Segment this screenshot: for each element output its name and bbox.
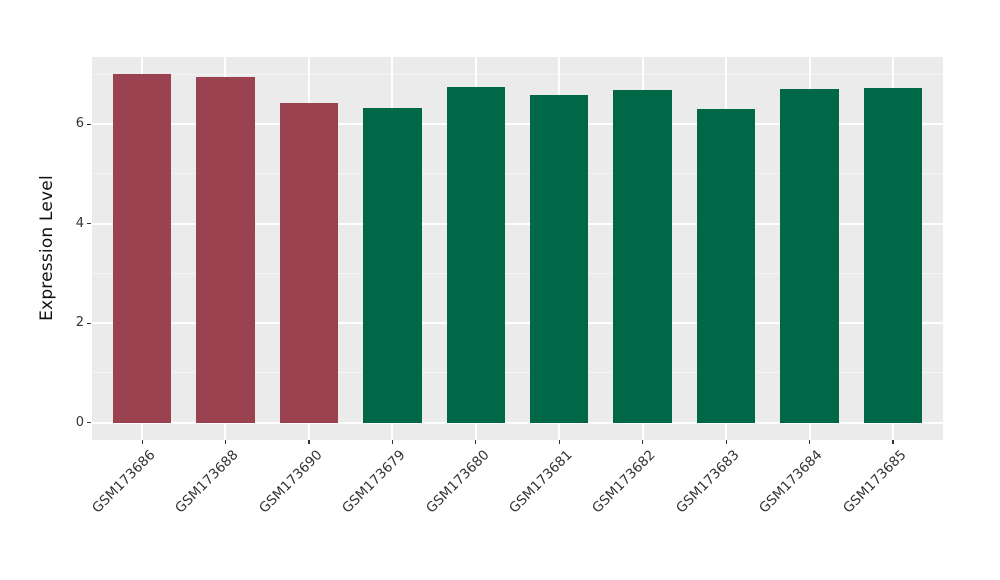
bar-GSM173686 <box>112 74 172 423</box>
grid-minor-line <box>92 73 943 75</box>
x-axis-tick <box>475 440 477 444</box>
bar-GSM173679 <box>363 108 422 423</box>
x-tick-label: GSM173683 <box>672 447 743 517</box>
bar-GSM173690 <box>279 103 339 423</box>
x-axis-tick <box>558 440 560 444</box>
x-tick-label: GSM173686 <box>88 447 159 517</box>
bar-GSM173684 <box>780 89 839 423</box>
grid-major-line <box>92 322 943 325</box>
bar-GSM173688 <box>196 76 255 423</box>
grid-minor-line <box>92 173 943 175</box>
x-tick-label: GSM173682 <box>589 447 659 517</box>
y-axis-tick <box>87 322 91 324</box>
plot-panel <box>92 57 943 440</box>
x-axis-tick <box>809 440 811 444</box>
grid-major-line <box>92 421 943 424</box>
y-tick-label: 0 <box>75 414 84 430</box>
x-tick-label: GSM173680 <box>422 447 493 517</box>
y-axis-tick <box>87 123 91 125</box>
y-tick-label: 6 <box>75 116 84 132</box>
x-tick-label: GSM173684 <box>756 447 826 517</box>
x-axis-tick <box>391 440 394 444</box>
x-axis-tick <box>892 440 894 444</box>
x-tick-label: GSM173681 <box>506 447 576 517</box>
x-tick-label: GSM173685 <box>839 447 910 517</box>
y-tick-label: 4 <box>75 215 84 231</box>
bar-GSM173683 <box>696 108 756 423</box>
x-axis-tick <box>224 440 227 444</box>
y-axis-tick <box>87 223 91 225</box>
y-axis-title: Expression Level <box>37 175 57 321</box>
bar-GSM173681 <box>530 95 589 423</box>
bar-GSM173685 <box>863 87 923 423</box>
x-axis-tick <box>141 440 143 444</box>
grid-minor-line <box>92 272 943 274</box>
bar-GSM173682 <box>613 90 672 423</box>
x-axis-tick <box>642 440 644 444</box>
x-axis-tick <box>308 440 310 444</box>
x-tick-label: GSM173688 <box>172 447 242 517</box>
grid-minor-line <box>92 372 943 374</box>
grid-major-line <box>92 123 943 126</box>
x-tick-label: GSM173690 <box>255 447 326 517</box>
grid-major-line <box>92 222 943 225</box>
bar-GSM173680 <box>446 86 505 423</box>
y-axis-tick <box>87 422 91 424</box>
y-tick-label: 2 <box>75 315 84 331</box>
x-axis-tick <box>725 440 727 444</box>
x-tick-label: GSM173679 <box>339 447 409 517</box>
